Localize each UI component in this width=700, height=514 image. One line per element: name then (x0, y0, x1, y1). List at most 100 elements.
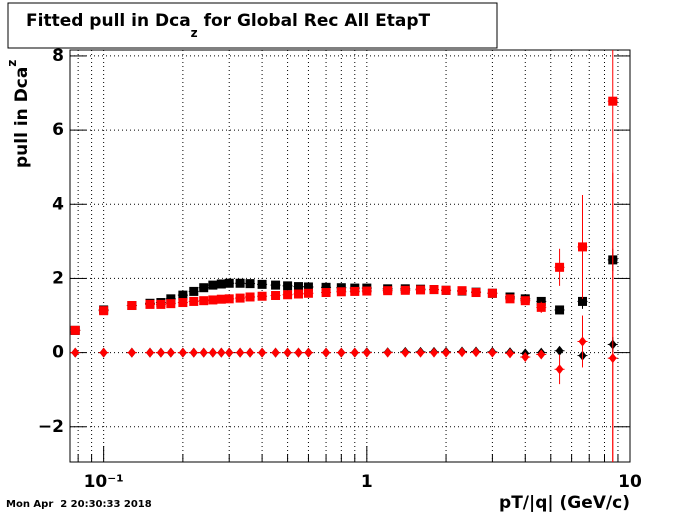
point (487, 288, 497, 298)
point (70, 325, 80, 335)
point (536, 296, 546, 306)
point (71, 347, 80, 358)
point (178, 290, 188, 300)
point (578, 242, 588, 252)
point (429, 285, 439, 295)
point (430, 347, 439, 358)
point (350, 347, 359, 358)
point (208, 347, 217, 358)
point (505, 294, 515, 304)
point (457, 286, 467, 296)
point (246, 347, 255, 358)
chart-title: Fitted pull in Dcaz for Global Rec All E… (26, 11, 431, 40)
point (337, 347, 346, 358)
point (258, 347, 267, 358)
point (555, 364, 564, 375)
point (555, 262, 565, 272)
point (294, 347, 303, 358)
point (350, 286, 360, 296)
point (224, 294, 234, 304)
point (189, 296, 199, 306)
point (145, 299, 155, 309)
y-tick-label: 0 (52, 343, 64, 363)
point (283, 347, 292, 358)
point (127, 301, 137, 311)
point (245, 279, 255, 289)
point (322, 347, 331, 358)
point (271, 280, 281, 290)
point (199, 296, 209, 306)
title-box (7, 2, 498, 49)
point (235, 278, 245, 288)
point (199, 283, 209, 293)
point (303, 282, 313, 292)
y-label-sub: z (5, 60, 19, 67)
y-axis-label: pull in Dcaz (5, 60, 33, 168)
point (578, 296, 588, 306)
plot-border (69, 49, 631, 463)
point (441, 285, 451, 295)
point (401, 347, 410, 358)
point (283, 281, 293, 291)
title-main: Fitted pull in Dca (26, 11, 191, 31)
x-tick-label: 10⁻¹ (84, 472, 124, 492)
point (608, 96, 618, 106)
point (362, 347, 371, 358)
point (555, 305, 565, 315)
point (303, 288, 313, 298)
point (236, 347, 245, 358)
point (472, 347, 481, 358)
point (362, 286, 372, 296)
y-tick-label: 2 (52, 268, 64, 288)
y-label-main: pull in Dca (12, 67, 32, 168)
point (216, 279, 226, 289)
timestamp: Mon Apr 2 20:30:33 2018 (6, 499, 152, 510)
y-tick-label: 6 (52, 120, 64, 140)
point (383, 347, 392, 358)
point (257, 291, 267, 301)
point (578, 336, 587, 347)
point (189, 347, 198, 358)
point (458, 347, 467, 358)
point (99, 347, 108, 358)
point (293, 289, 303, 299)
point (416, 347, 425, 358)
point (400, 285, 410, 295)
point (488, 347, 497, 358)
point (321, 288, 331, 298)
point (156, 347, 165, 358)
point (156, 299, 166, 309)
point (208, 295, 218, 305)
y-tick-label: 8 (52, 46, 64, 66)
point (416, 285, 426, 295)
point (145, 347, 154, 358)
point (283, 290, 293, 300)
point (521, 352, 530, 363)
point (321, 282, 331, 292)
point (208, 280, 218, 290)
point (216, 294, 226, 304)
point (383, 286, 393, 296)
title-rest: for Global Rec All EtapT (198, 11, 431, 31)
point (235, 293, 245, 303)
point (166, 347, 175, 358)
point (99, 306, 109, 316)
point (271, 347, 280, 358)
point (225, 347, 234, 358)
point (199, 347, 208, 358)
point (271, 290, 281, 300)
title-sub: z (191, 26, 198, 40)
point (293, 282, 303, 292)
point (336, 287, 346, 297)
point (257, 279, 267, 289)
point (608, 353, 617, 364)
point (555, 345, 564, 356)
x-tick-label: 1 (361, 472, 373, 492)
x-axis-label: pT/|q| (GeV/c) (499, 493, 630, 513)
y-tick-label: −2 (38, 417, 64, 437)
point (189, 286, 199, 296)
point (127, 347, 136, 358)
x-tick-label: 10 (618, 472, 642, 492)
point (471, 288, 481, 298)
